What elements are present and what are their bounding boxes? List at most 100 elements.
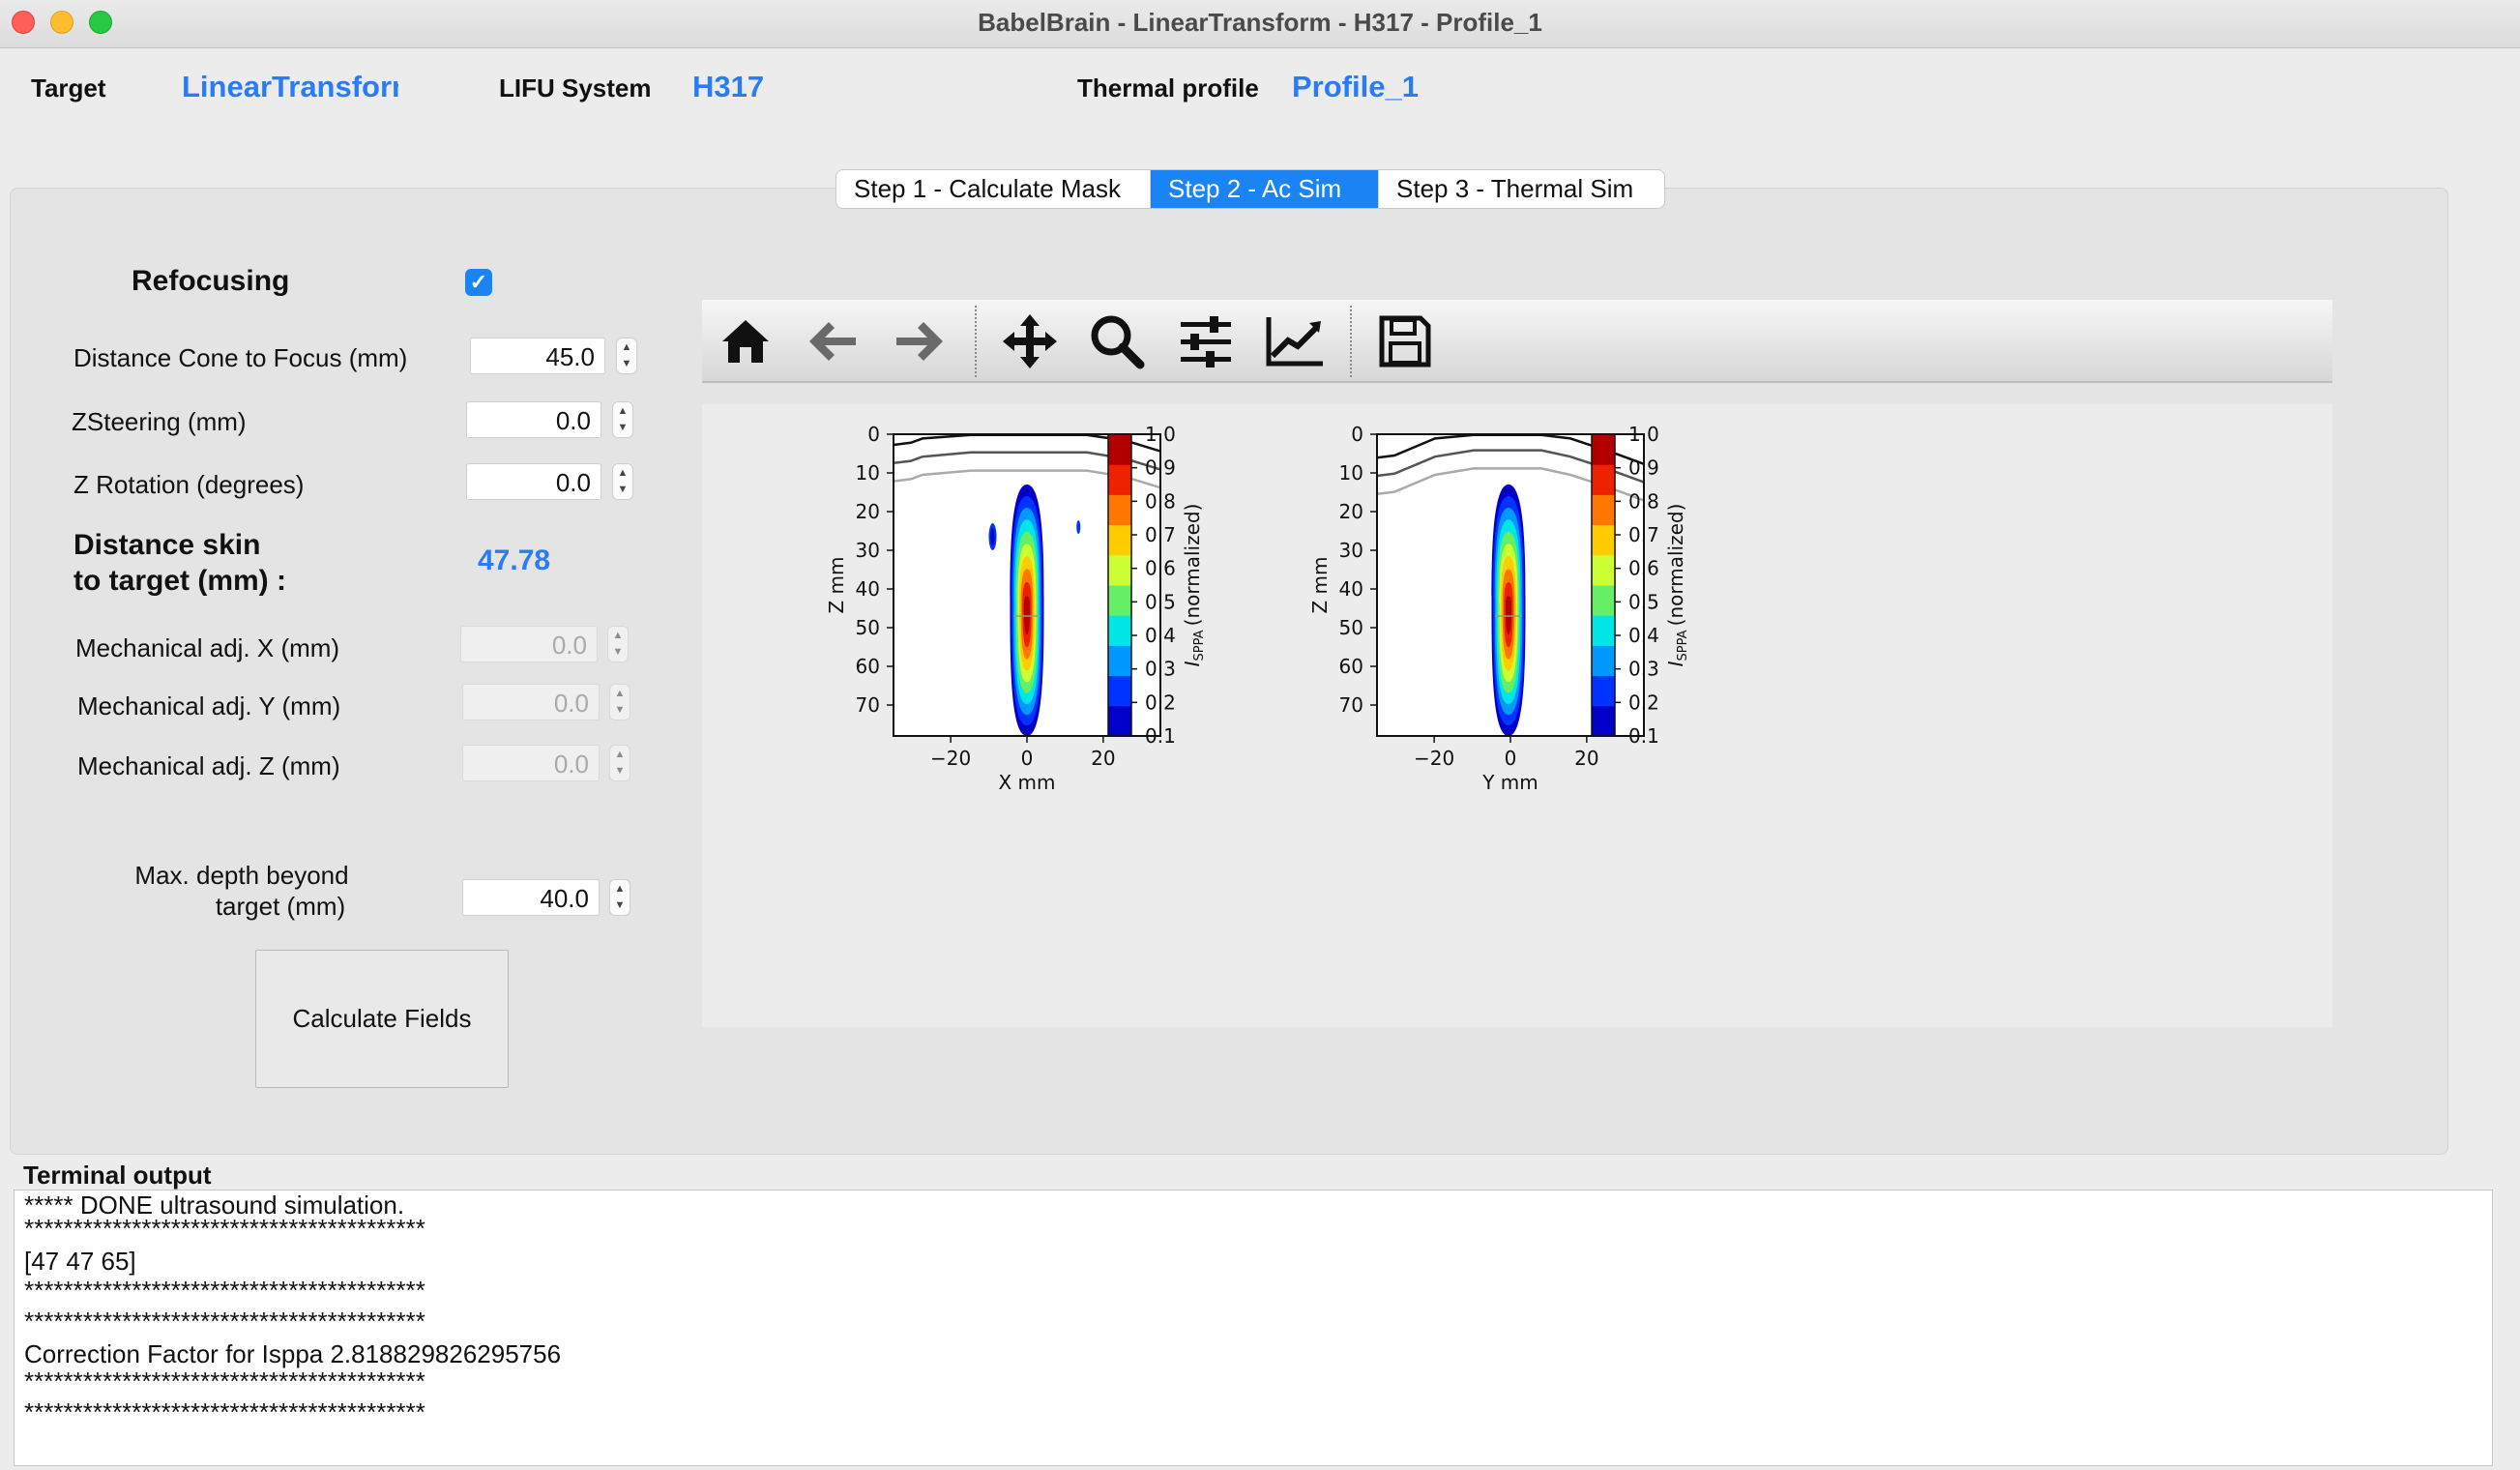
field-contour-level-1.0 [1505, 596, 1512, 635]
y-tick-label: 60 [856, 655, 880, 678]
zrotation-input[interactable]: 0.0 [466, 463, 601, 500]
step-tabs: Step 1 - Calculate Mask Step 2 - Ac Sim … [835, 169, 1665, 209]
zoom-window-button[interactable] [89, 11, 112, 34]
colorbar-segment [1108, 675, 1131, 707]
terminal-line: ****************************************… [24, 1276, 425, 1305]
y-tick-label: 0 [867, 423, 880, 446]
close-window-button[interactable] [12, 11, 35, 34]
max-depth-label-line1: Max. depth beyond [134, 861, 349, 890]
colorbar-tick-label: 0.5 [1628, 590, 1659, 613]
colorbar-tick-label: 1.0 [1145, 423, 1176, 446]
zsteering-stepper[interactable]: ▲ ▼ [612, 401, 633, 438]
back-arrow-icon[interactable] [801, 309, 864, 373]
colorbar-segment [1592, 705, 1615, 737]
save-icon[interactable] [1373, 309, 1437, 373]
colorbar-tick-label: 0.8 [1145, 489, 1176, 513]
x-tick-label: −20 [930, 747, 971, 770]
stepper-up-icon: ▲ [614, 749, 626, 760]
mech-adj-y-label: Mechanical adj. Y (mm) [77, 691, 341, 720]
acoustic-field-figure: 0 10 20 30 40 50 60 70 −20 0 20 X mm Z mm 0.1 0.2 0.3 0.… [825, 423, 1690, 794]
stepper-up-icon: ▲ [614, 883, 626, 895]
y-tick-label: 40 [1339, 577, 1363, 601]
refocusing-checkbox[interactable]: ✓ [465, 269, 492, 296]
zoom-icon[interactable] [1085, 309, 1149, 373]
stepper-down-icon: ▼ [614, 765, 626, 777]
colorbar-segment [1592, 464, 1615, 495]
zrotation-label: Z Rotation (degrees) [73, 470, 305, 499]
y-tick-label: 60 [1339, 655, 1363, 678]
configure-subplots-icon[interactable] [1174, 309, 1238, 373]
checkmark-icon: ✓ [469, 270, 488, 294]
target-label: Target [31, 74, 106, 103]
x-tick-label: 0 [1505, 747, 1517, 770]
x-tick-label: 20 [1574, 747, 1598, 770]
lifu-system-value: H317 [692, 70, 765, 103]
mech-adj-x-label: Mechanical adj. X (mm) [75, 633, 340, 662]
y-tick-label: 20 [1339, 500, 1363, 523]
forward-arrow-icon[interactable] [888, 309, 952, 373]
y-tick-label: 20 [856, 500, 880, 523]
window-titlebar: BabelBrain - LinearTransform - H317 - Pr… [0, 0, 2520, 48]
cone-distance-stepper[interactable]: ▲ ▼ [616, 338, 637, 374]
home-icon[interactable] [714, 309, 777, 373]
calculate-fields-button[interactable]: Calculate Fields [255, 950, 509, 1088]
toolbar-separator [1350, 306, 1352, 377]
y-axis-label: Z mm [825, 556, 848, 613]
colorbar-segment [1592, 524, 1615, 556]
stepper-up-icon: ▲ [621, 341, 632, 353]
colorbar-label: ISPPA (normalized) [1664, 504, 1690, 667]
cone-distance-input[interactable]: 45.0 [470, 338, 605, 374]
zrotation-stepper[interactable]: ▲ ▼ [612, 463, 633, 500]
stepper-down-icon: ▼ [617, 422, 629, 433]
colorbar-label: ISPPA (normalized) [1181, 504, 1207, 667]
x-tick-label: 0 [1021, 747, 1034, 770]
tab-step-3-thermal-sim[interactable]: Step 3 - Thermal Sim [1379, 170, 1664, 208]
refocusing-label: Refocusing [132, 265, 290, 297]
mech-adj-z-label: Mechanical adj. Z (mm) [77, 751, 340, 780]
mech-adj-y-input: 0.0 [462, 684, 600, 720]
stepper-up-icon: ▲ [614, 688, 626, 699]
tab-step-1-calculate-mask[interactable]: Step 1 - Calculate Mask [836, 170, 1151, 208]
max-depth-input[interactable]: 40.0 [462, 879, 600, 916]
colorbar-tick-label: 0.6 [1145, 557, 1176, 580]
terminal-line: ****************************************… [24, 1397, 425, 1426]
x-tick-label: 20 [1091, 747, 1115, 770]
mech-adj-x-input: 0.0 [460, 626, 598, 662]
max-depth-stepper[interactable]: ▲ ▼ [609, 879, 630, 916]
stepper-down-icon: ▼ [621, 358, 632, 369]
colorbar-tick-label: 0.9 [1145, 456, 1176, 480]
colorbar-segment [1108, 524, 1131, 556]
x-axis-label: Y mm [1481, 771, 1538, 794]
zsteering-input[interactable]: 0.0 [466, 401, 601, 438]
terminal-output: ***** DONE ultrasound simulation. ******… [14, 1190, 2493, 1466]
plot-toolbar [702, 300, 2332, 383]
colorbar-tick-label: 0.2 [1628, 691, 1659, 714]
colorbar-tick-label: 0.3 [1145, 658, 1176, 681]
y-tick-label: 70 [1339, 693, 1363, 717]
thermal-profile-value: Profile_1 [1292, 70, 1419, 103]
colorbar-tick-label: 0.1 [1628, 724, 1659, 748]
pan-icon[interactable] [998, 309, 1062, 373]
stepper-down-icon: ▼ [614, 704, 626, 716]
y-tick-label: 70 [856, 693, 880, 717]
thermal-profile-label: Thermal profile [1077, 74, 1259, 103]
distance-skin-value: 47.78 [478, 544, 551, 576]
minimize-window-button[interactable] [50, 11, 73, 34]
colorbar-frame [1107, 433, 1132, 737]
edit-axis-icon[interactable] [1263, 309, 1327, 373]
stepper-up-icon: ▲ [612, 630, 624, 641]
colorbar-frame [1591, 433, 1616, 737]
colorbar-segment [1592, 434, 1615, 465]
colorbar-segment [1592, 675, 1615, 707]
cone-distance-label: Distance Cone to Focus (mm) [73, 343, 408, 372]
terminal-output-label: Terminal output [23, 1161, 212, 1190]
tab-step-2-ac-sim[interactable]: Step 2 - Ac Sim [1151, 170, 1379, 208]
window-title: BabelBrain - LinearTransform - H317 - Pr… [978, 8, 1542, 37]
colorbar-segment [1592, 585, 1615, 616]
colorbar-tick-label: 0.5 [1145, 590, 1176, 613]
colorbar-segment [1108, 464, 1131, 495]
colorbar-segment [1108, 585, 1131, 616]
colorbar-segment [1108, 434, 1131, 465]
colorbar-segment [1592, 615, 1615, 646]
y-tick-label: 30 [856, 539, 880, 562]
